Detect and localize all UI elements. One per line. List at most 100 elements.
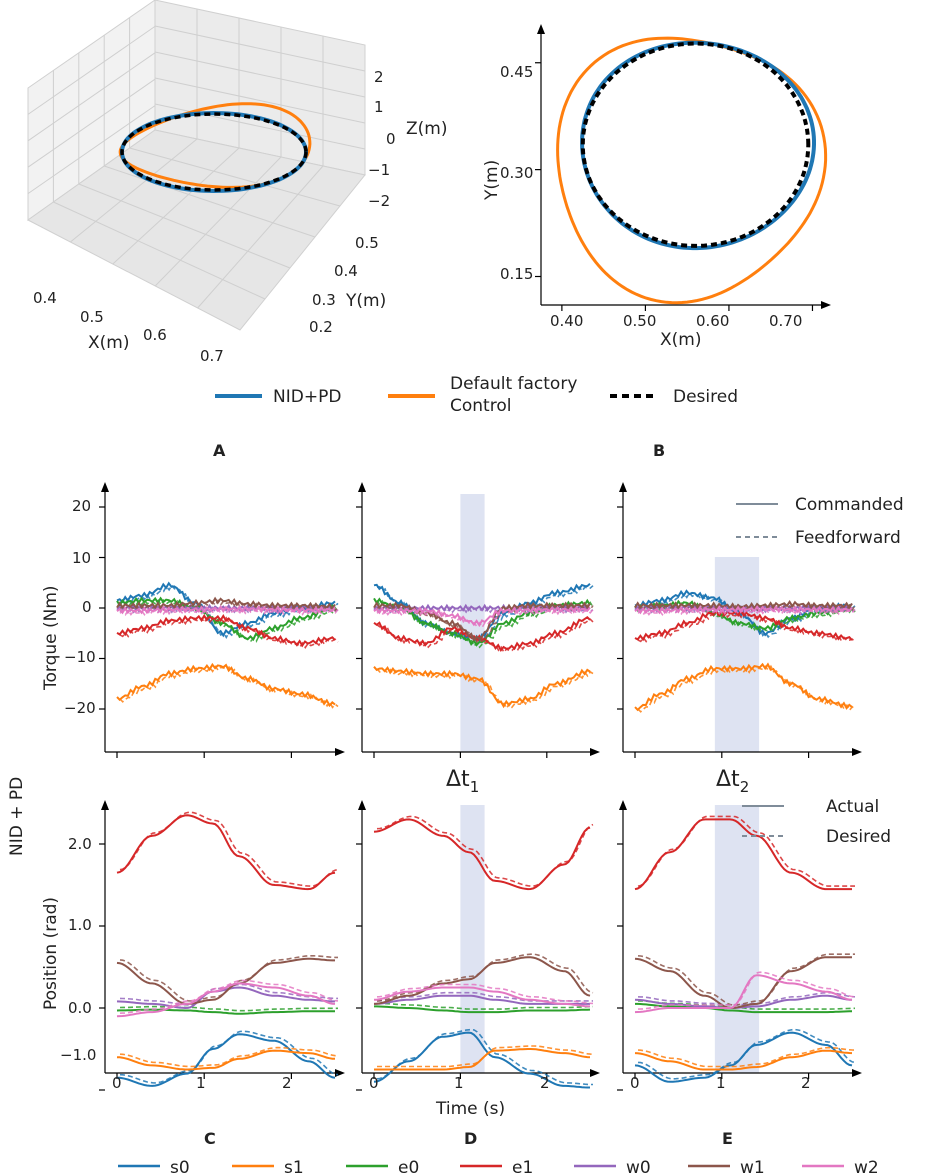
w2-position-reference-line bbox=[119, 979, 339, 1014]
w1-position-actual-line bbox=[116, 957, 335, 1005]
legend-commanded-label: Commanded bbox=[795, 495, 904, 515]
grid-line bbox=[154, 77, 366, 124]
panel-label-b: B bbox=[653, 441, 665, 460]
s0-torque-reference-line bbox=[119, 583, 339, 639]
panel-e-torque bbox=[617, 482, 862, 758]
x-tick: 0.6 bbox=[143, 326, 167, 344]
grid-line bbox=[27, 25, 156, 115]
s1-torque-reference-line bbox=[376, 668, 594, 710]
e0-position-actual-line bbox=[635, 1002, 852, 1014]
e1-torque-actual-line bbox=[634, 608, 853, 642]
w1-torque-actual-line bbox=[373, 601, 591, 642]
w2-position-actual-line bbox=[116, 982, 336, 1018]
x-axis-arrow bbox=[335, 1069, 345, 1077]
desired-3d-path bbox=[120, 112, 308, 192]
panel-a-3d-plot: 2 1 0 −1 −2 Z(m) 0.2 0.3 0.4 0.5 Y(m) 0.… bbox=[27, 0, 447, 365]
e1-position-actual-line bbox=[634, 818, 852, 891]
w2-torque-reference-line bbox=[376, 607, 594, 629]
grid-line bbox=[104, 165, 316, 238]
panel-c-position bbox=[99, 800, 345, 1091]
time-tick: 2 bbox=[282, 1074, 292, 1092]
row-label: NID + PD bbox=[7, 777, 27, 856]
time-tick: 1 bbox=[716, 1074, 726, 1092]
panel-label-e: E bbox=[722, 1129, 733, 1148]
x-axis-arrow bbox=[335, 748, 345, 756]
w2-torque-reference-line bbox=[119, 607, 339, 616]
w2-torque-reference-line bbox=[637, 607, 856, 617]
panel-label-d: D bbox=[464, 1129, 477, 1148]
torque-tick: −10 bbox=[64, 648, 96, 666]
s1-torque-actual-line bbox=[116, 662, 336, 708]
grid-line bbox=[154, 25, 366, 72]
z-tick: −1 bbox=[368, 161, 390, 179]
position-legend: Actual Desired bbox=[742, 797, 891, 847]
y-tick: 0.2 bbox=[309, 318, 333, 336]
y-axis-arrow bbox=[101, 482, 109, 492]
grid-line bbox=[53, 201, 266, 300]
y-axis-arrow bbox=[619, 482, 627, 492]
grid-line bbox=[70, 138, 198, 243]
desired-xy-path bbox=[580, 41, 811, 248]
s1-position-reference-line bbox=[119, 1046, 339, 1068]
grid-line bbox=[27, 52, 156, 142]
time-tick: 2 bbox=[540, 1074, 550, 1092]
torque-tick: 10 bbox=[72, 549, 91, 567]
s0-torque-reference-line bbox=[376, 585, 594, 644]
torque-tick: −20 bbox=[64, 699, 96, 717]
y-axis-arrow bbox=[537, 24, 545, 34]
y-axis-label: Y(m) bbox=[482, 160, 502, 201]
legend-w1-label: w1 bbox=[740, 1158, 765, 1176]
e1-position-reference-line bbox=[376, 815, 594, 887]
legend-actual-label: Actual bbox=[826, 797, 879, 817]
legend-s1-label: s1 bbox=[284, 1158, 304, 1176]
position-tick: 1.0 bbox=[68, 916, 92, 934]
x-tick: 0.50 bbox=[623, 312, 656, 330]
s0-position-reference-line bbox=[376, 1028, 593, 1086]
grid-line bbox=[197, 165, 324, 309]
disturbance-shade bbox=[714, 557, 760, 752]
torque-tick: 0 bbox=[82, 598, 92, 616]
y-axis-arrow bbox=[358, 800, 366, 810]
y-axis-label: Y(m) bbox=[345, 291, 386, 311]
e0-position-actual-line bbox=[374, 1005, 591, 1014]
time-ticks: 0 1 2 0 1 2 0 1 2 bbox=[112, 1074, 811, 1092]
delta-t1-label: Δt1 bbox=[446, 767, 479, 796]
legend-default-label-line2: Control bbox=[450, 396, 511, 416]
e1-torque-reference-line bbox=[119, 616, 339, 649]
grid-line bbox=[154, 51, 366, 98]
legend-e1-label: e1 bbox=[512, 1158, 533, 1176]
legend-w0-label: w0 bbox=[626, 1158, 651, 1176]
position-tick: −1.0 bbox=[60, 1046, 96, 1064]
w0-position-actual-line bbox=[116, 986, 335, 1010]
w1-position-reference-line bbox=[376, 953, 594, 1002]
panel-e-position bbox=[617, 800, 862, 1091]
grid-line bbox=[27, 78, 156, 168]
w0-position-reference-line bbox=[637, 991, 856, 1006]
panel-c-torque bbox=[99, 482, 345, 758]
y-axis-ticks: 0.2 0.3 0.4 0.5 bbox=[309, 234, 379, 336]
w1-torque-actual-line bbox=[116, 596, 336, 611]
z-tick: −2 bbox=[368, 192, 390, 210]
s1-torque-reference-line bbox=[119, 665, 339, 709]
position-tick: 0.0 bbox=[68, 999, 92, 1017]
panel-b-ticks bbox=[535, 62, 814, 311]
position-y-ticks: 2.0 1.0 0.0 −1.0 bbox=[60, 835, 96, 1064]
time-tick: 2 bbox=[801, 1074, 811, 1092]
w1-position-reference-line bbox=[637, 953, 855, 1006]
y-axis-arrow bbox=[101, 800, 109, 810]
z-tick: 0 bbox=[386, 130, 396, 148]
torque-y-ticks: 20 10 0 −10 −20 bbox=[64, 497, 96, 717]
x-tick: 0.40 bbox=[550, 312, 583, 330]
e0-position-reference-line bbox=[377, 1002, 594, 1010]
e1-position-reference-line bbox=[119, 811, 339, 887]
y-tick: 0.30 bbox=[500, 164, 533, 182]
x-axis-ticks: 0.4 0.5 0.6 0.7 bbox=[33, 289, 224, 365]
time-tick: 1 bbox=[454, 1074, 464, 1092]
3d-trajectories bbox=[118, 102, 312, 194]
w2-position-reference-line bbox=[637, 971, 856, 1010]
s1-torque-reference-line bbox=[637, 664, 856, 713]
position-axis-label: Position (rad) bbox=[41, 897, 61, 1010]
s0-position-actual-line bbox=[373, 1031, 590, 1089]
legend-s0-label: s0 bbox=[170, 1158, 190, 1176]
x-tick: 0.5 bbox=[80, 308, 104, 326]
